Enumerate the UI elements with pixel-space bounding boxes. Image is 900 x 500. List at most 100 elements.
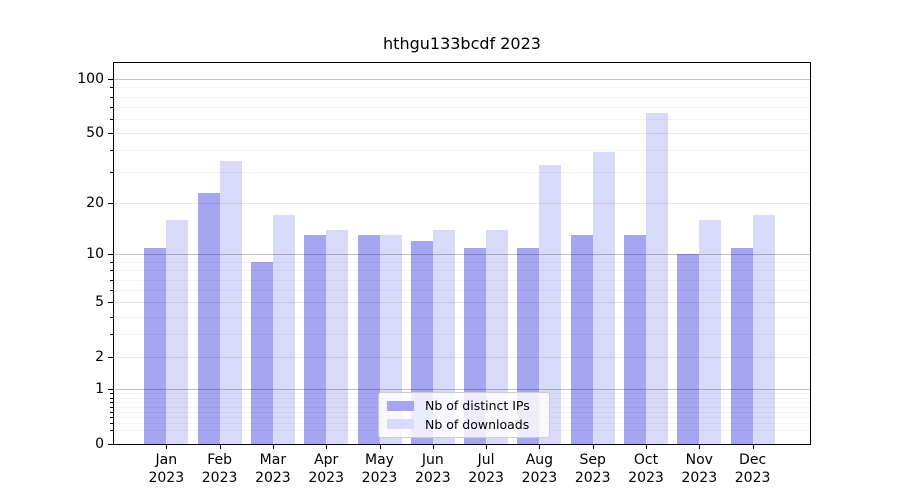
minor-gridline [113,270,811,272]
minor-gridline [113,279,811,281]
bar-distinct-ips [677,254,700,444]
y-tick-label: 1 [95,381,104,398]
x-tick-mark [646,444,647,449]
legend-swatch-distinct-ips [387,400,414,411]
legend: Nb of distinct IPs Nb of downloads [378,392,550,438]
x-tick-label: Jul 2023 [468,452,504,486]
x-tick-mark [432,444,434,449]
major-gridline [113,389,811,391]
x-tick-mark [699,444,701,449]
bar-downloads [166,219,189,444]
bar-downloads [486,229,509,444]
y-minor-tick-mark [110,429,113,431]
major-gridline [113,254,811,256]
bar-downloads [219,160,242,444]
chart-title: hthgu133bcdf 2023 [383,34,541,53]
x-tick-mark [166,444,168,449]
x-tick-mark [326,444,328,449]
bar-distinct-ips [304,235,327,444]
major-gridline [113,79,811,80]
bar-downloads [592,152,615,444]
y-tick-label: 0 [95,436,104,452]
bar-downloads [272,215,295,444]
y-minor-tick-mark [110,397,113,399]
legend-item-distinct-ips: Nb of distinct IPs [387,398,541,413]
bar-distinct-ips [197,192,220,444]
x-tick-label: Dec 2023 [734,452,771,486]
legend-label-downloads: Nb of downloads [425,416,530,432]
y-tick-mark [108,444,113,445]
y-minor-tick-mark [110,334,113,336]
bar-downloads [646,112,668,444]
minor-gridline [113,316,811,318]
y-minor-tick-mark [110,411,113,413]
y-minor-tick-mark [110,279,113,281]
x-tick-label: Mar 2023 [255,452,291,486]
y-tick-label: 100 [77,71,104,87]
y-tick-mark [108,79,113,80]
major-gridline [113,357,811,359]
y-tick-mark [108,254,113,256]
x-tick-label: May 2023 [361,452,398,486]
y-tick-label: 20 [86,195,104,212]
x-tick-mark [539,444,541,449]
x-tick-label: Sep 2023 [574,452,611,486]
bar-distinct-ips [730,247,753,444]
y-minor-tick-mark [110,406,113,408]
x-tick-mark [752,444,754,449]
minor-gridline [113,261,811,263]
y-minor-tick-mark [110,87,113,89]
y-tick-label: 2 [95,349,104,366]
x-tick-mark [592,444,594,449]
legend-item-downloads: Nb of downloads [387,417,541,432]
y-minor-tick-mark [110,393,113,395]
bar-distinct-ips [144,247,167,444]
bar-distinct-ips [570,235,593,444]
major-gridline [113,133,811,134]
y-minor-tick-mark [110,290,113,292]
x-tick-label: Feb 2023 [201,452,238,486]
bar-downloads [539,165,562,444]
y-minor-tick-mark [110,316,113,318]
legend-swatch-downloads [387,419,414,430]
y-minor-tick-mark [110,423,113,425]
minor-gridline [113,150,811,152]
x-tick-mark [486,444,488,449]
minor-gridline [113,290,811,292]
y-minor-tick-mark [110,96,113,98]
x-tick-label: Nov 2023 [681,452,718,486]
bar-downloads [432,229,455,444]
minor-gridline [113,87,811,89]
x-tick-mark [272,444,274,449]
minor-gridline [113,334,811,336]
y-tick-mark [108,389,113,391]
minor-gridline [113,118,811,120]
bar-downloads [752,215,775,444]
major-gridline [113,302,811,304]
y-minor-tick-mark [110,417,113,419]
bar-downloads [326,229,349,444]
x-tick-label: Apr 2023 [308,452,344,486]
y-tick-label: 5 [95,294,104,311]
y-minor-tick-mark [110,118,113,120]
x-tick-label: Oct 2023 [628,452,664,486]
minor-gridline [113,172,811,174]
y-minor-tick-mark [110,106,113,108]
major-gridline [113,203,811,205]
y-minor-tick-mark [110,261,113,263]
bar-distinct-ips [250,261,273,444]
y-minor-tick-mark [110,402,113,403]
y-minor-tick-mark [110,150,113,152]
x-tick-mark [379,444,381,449]
x-tick-mark [219,444,221,449]
minor-gridline [113,96,811,98]
y-tick-mark [108,302,113,304]
bar-distinct-ips [357,235,380,444]
x-tick-label: Aug 2023 [521,452,558,486]
y-tick-mark [108,203,113,205]
bar-downloads [699,219,722,444]
y-minor-tick-mark [110,172,113,174]
legend-label-distinct-ips: Nb of distinct IPs [425,398,530,414]
x-tick-label: Jan 2023 [148,452,185,486]
